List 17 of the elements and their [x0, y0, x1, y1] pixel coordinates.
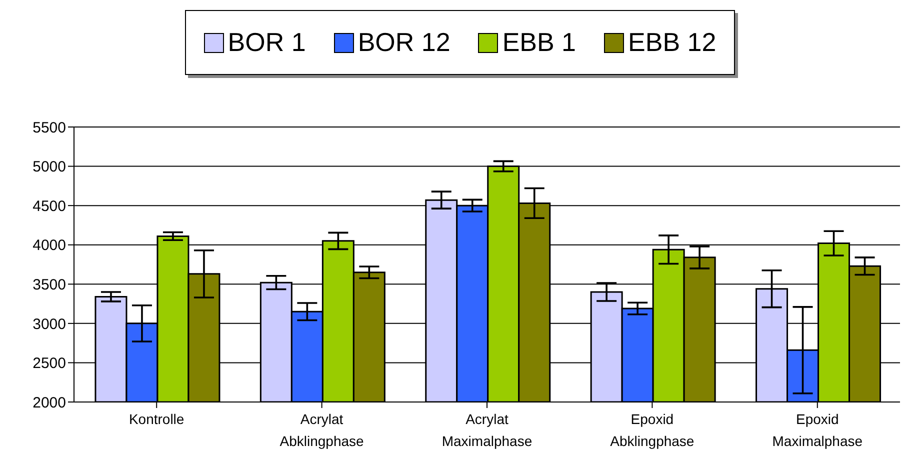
- y-tick-label: 3000: [32, 316, 66, 333]
- y-tick-label: 2000: [32, 394, 66, 412]
- legend-label: EBB 12: [627, 27, 716, 58]
- x-tick-label: Epoxid Abklingphase: [610, 411, 694, 449]
- legend-label: BOR 1: [226, 27, 306, 58]
- y-tick-label: 4500: [32, 198, 66, 215]
- y-tick-label: 5000: [32, 158, 66, 176]
- y-tick-label: 2500: [32, 355, 66, 372]
- x-tick-label: Acrylat Abklingphase: [280, 411, 364, 449]
- x-tick-label: Epoxid Maximalphase: [772, 411, 863, 449]
- x-tick-label: Acrylat Maximalphase: [442, 411, 532, 449]
- x-tick-label: Kontrolle: [128, 411, 184, 427]
- y-tick-label: 3500: [32, 276, 66, 294]
- legend-label: EBB 1: [501, 27, 576, 58]
- y-tick-label: 5500: [32, 119, 66, 136]
- y-tick-label: 4000: [32, 237, 66, 254]
- legend-label: BOR 12: [356, 27, 450, 58]
